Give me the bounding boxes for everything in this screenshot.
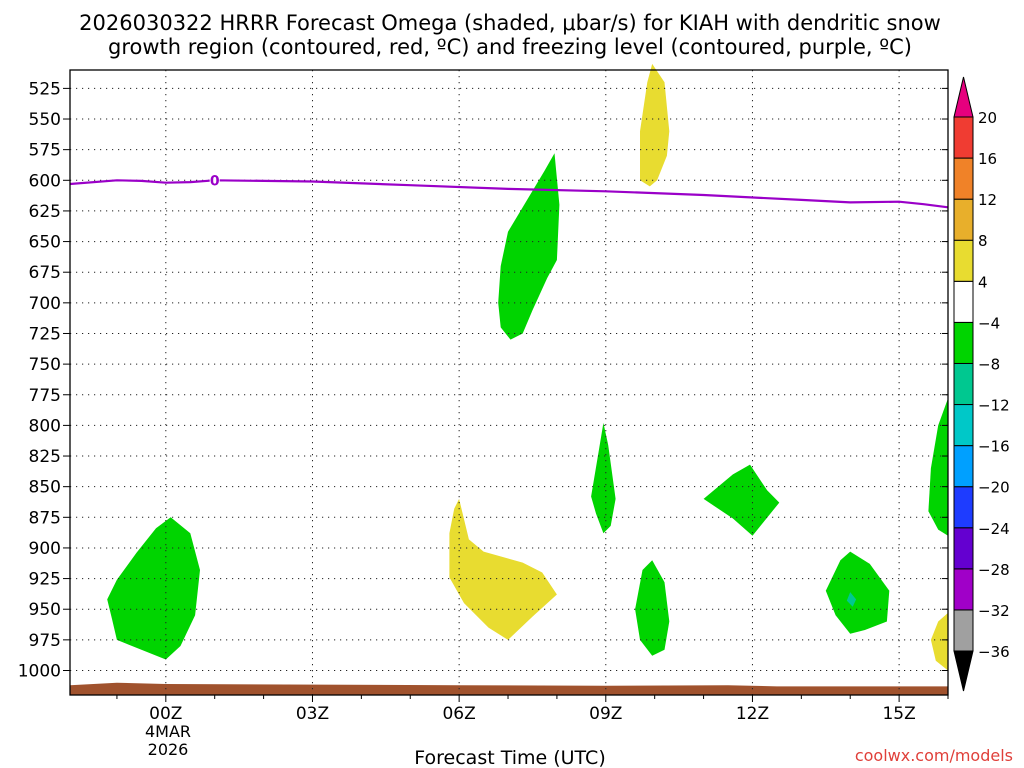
colorbar-label-8: 8 (978, 232, 988, 250)
colorbar-label-16: 16 (978, 150, 997, 168)
y-tick-label-750: 750 (29, 355, 61, 375)
omega-region-4 (703, 464, 780, 536)
omega-region-6 (825, 551, 890, 634)
colorbar-label-4: 4 (978, 273, 988, 291)
x-axis: 00Z 03Z 06Z 09Z 12Z 15Z (116, 695, 949, 724)
credit-link[interactable]: coolwx.com/models (855, 746, 1013, 765)
x-axis-title: Forecast Time (UTC) (414, 747, 605, 768)
omega-region-11 (930, 612, 948, 671)
colorbar-segment-4 (953, 486, 974, 529)
omega-region-5 (635, 560, 670, 656)
y-tick-label-800: 800 (29, 416, 61, 436)
colorbar-segment-5 (953, 445, 974, 488)
plot-frame (69, 69, 949, 696)
x-tick-label-00Z: 00Z (149, 704, 182, 724)
y-tick-label-650: 650 (29, 233, 61, 253)
y-tick-label-525: 525 (29, 79, 61, 99)
colorbar-segment-1 (953, 609, 974, 652)
y-tick-label-925: 925 (29, 570, 61, 590)
colorbar-segment-2 (953, 568, 974, 611)
colorbar-segment-9 (953, 280, 974, 323)
colorbar-label--20: −20 (978, 479, 1010, 497)
y-tick-label-950: 950 (29, 600, 61, 620)
colorbar-segment-11 (953, 198, 974, 241)
colorbar-label--32: −32 (978, 602, 1010, 620)
x-tick-label-06Z: 06Z (442, 704, 475, 724)
y-tick-label-975: 975 (29, 631, 61, 651)
colorbar-segment-12 (953, 157, 974, 200)
colorbar-segment-10 (953, 239, 974, 282)
colorbar-label-20: 20 (978, 109, 997, 127)
colorbar-label--24: −24 (978, 520, 1010, 538)
x-tick-label-03Z: 03Z (296, 704, 329, 724)
y-tick-label-825: 825 (29, 447, 61, 467)
freezing-level-label-bg (209, 172, 220, 187)
colorbar-segment-6 (953, 404, 974, 447)
y-tick-label-550: 550 (29, 110, 61, 130)
omega-region-2 (498, 153, 560, 340)
x-tick-label-09Z: 09Z (589, 704, 622, 724)
omega-region-7 (928, 398, 948, 536)
colorbar-bottom-triangle (953, 650, 974, 692)
y-tick-label-1000: 1000 (18, 661, 61, 681)
omega-region-9 (640, 63, 670, 187)
y-tick-label-600: 600 (29, 171, 61, 191)
freezing-level-label: 0 (210, 173, 220, 189)
y-axis: 525 550 575 600 625 650 675 700 725 750 775 800 825 8… (18, 79, 948, 681)
omega-shading (70, 63, 948, 695)
colorbar-segment-13 (953, 116, 974, 159)
y-tick-label-575: 575 (29, 141, 61, 161)
colorbar-label--12: −12 (978, 397, 1010, 415)
chart-title-line-2: growth region (contoured, red, ºC) and f… (108, 35, 912, 59)
y-tick-label-900: 900 (29, 539, 61, 559)
date-label-year: 2026 (148, 740, 189, 759)
colorbar-label--36: −36 (978, 643, 1010, 661)
chart-title-line-1: 2026030322 HRRR Forecast Omega (shaded, … (79, 11, 941, 35)
freezing-level: 0 (69, 172, 949, 209)
x-tick-label-12Z: 12Z (736, 704, 769, 724)
y-tick-label-875: 875 (29, 508, 61, 528)
colorbar-segment-7 (953, 362, 974, 406)
date-label-month: 4MAR (145, 722, 191, 741)
omega-region-1 (107, 517, 200, 660)
gridlines (70, 70, 948, 695)
y-tick-label-725: 725 (29, 324, 61, 344)
omega-region-3 (591, 422, 616, 534)
ground-surface (70, 682, 948, 695)
y-tick-label-625: 625 (29, 202, 61, 222)
y-tick-label-775: 775 (29, 386, 61, 406)
colorbar-label-12: 12 (978, 191, 997, 209)
y-tick-label-675: 675 (29, 263, 61, 283)
colorbar-label--8: −8 (978, 355, 1000, 373)
omega-region-8 (846, 592, 857, 607)
colorbar-label--4: −4 (978, 314, 1000, 332)
y-tick-label-700: 700 (29, 294, 61, 314)
colorbar-label--16: −16 (978, 438, 1010, 456)
x-tick-label-15Z: 15Z (882, 704, 915, 724)
y-tick-label-850: 850 (29, 478, 61, 498)
omega-region-10 (449, 498, 557, 640)
colorbar-segment-3 (953, 527, 974, 570)
colorbar: −36 −32 −28 −24 −20 −16 −12 −8 −4 4 8 12 16 20 (953, 76, 1010, 692)
colorbar-label--28: −28 (978, 561, 1010, 579)
colorbar-segment-8 (953, 321, 974, 364)
freezing-level-line (69, 179, 949, 209)
colorbar-top-triangle (953, 76, 974, 118)
